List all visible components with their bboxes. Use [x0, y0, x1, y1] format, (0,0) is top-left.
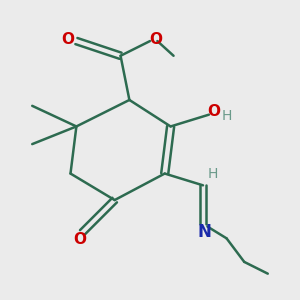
Text: H: H [208, 167, 218, 181]
Text: N: N [197, 224, 212, 242]
Text: O: O [207, 104, 220, 119]
Text: O: O [73, 232, 86, 247]
Text: O: O [149, 32, 162, 47]
Text: O: O [61, 32, 74, 47]
Text: H: H [221, 109, 232, 123]
